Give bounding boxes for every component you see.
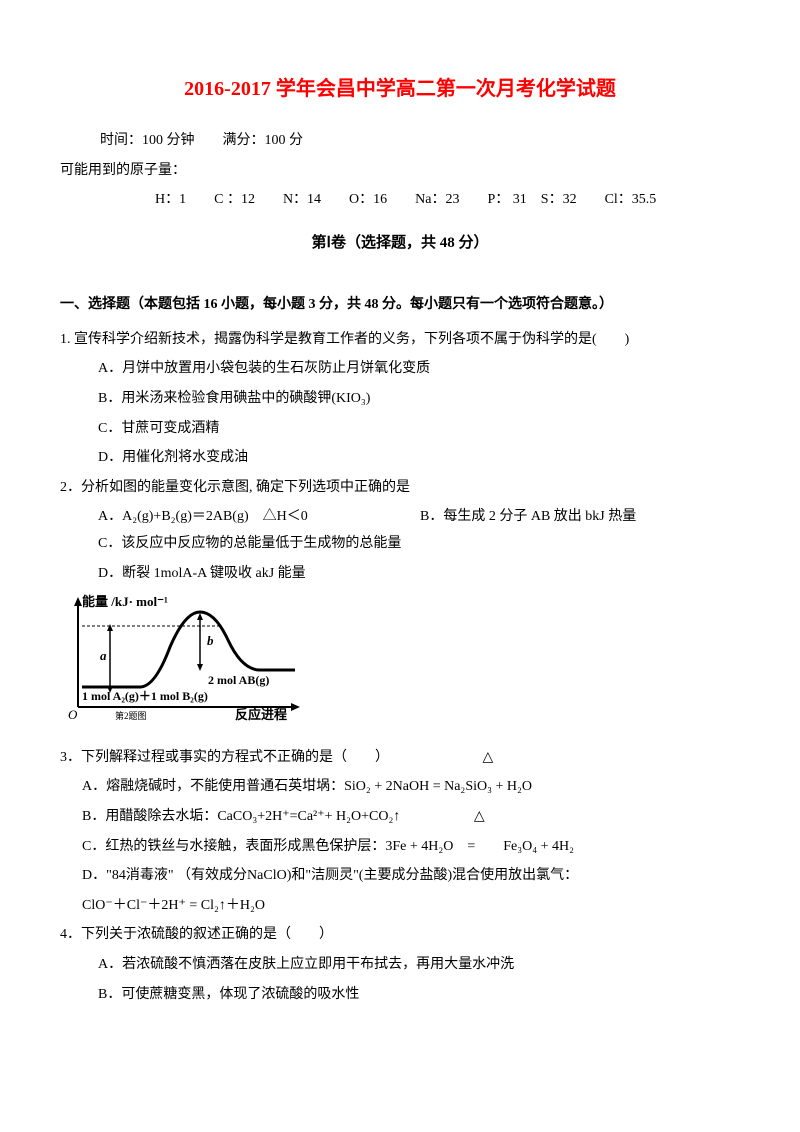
q2-option-d: D．断裂 1molA-A 键吸收 akJ 能量 — [60, 561, 740, 588]
q3-b-text: B．用醋酸除去水垢：CaCO₃+2H⁺=Ca²⁺+ H₂O+CO₂↑ — [82, 809, 400, 824]
x-axis-label: 反应进程 — [235, 707, 287, 722]
energy-diagram-svg: 能量 /kJ· mol⁻¹ a b 2 mol AB(g) 1 mol A₂(g… — [60, 592, 320, 722]
q4-option-a: A．若浓硫酸不慎洒落在皮肤上应立即用干布拭去，再用大量水冲洗 — [60, 952, 740, 979]
section-header: 第Ⅰ卷（选择题，共 48 分） — [60, 229, 740, 258]
atomic-intro: 可能用到的原子量： — [60, 158, 740, 185]
time-label: 时间：100 分钟 — [100, 133, 195, 148]
origin-label: O — [68, 707, 78, 722]
q2-stem: 2．分析如图的能量变化示意图, 确定下列选项中正确的是 — [60, 475, 740, 502]
q1-option-c: C．甘蔗可变成酒精 — [60, 416, 740, 443]
score-label: 满分：100 分 — [223, 133, 304, 148]
product-label: 2 mol AB(g) — [208, 673, 269, 687]
a-label: a — [100, 648, 107, 663]
q3-stem-text: 3．下列解释过程或事实的方程式不正确的是（ ） — [60, 750, 389, 765]
q3-option-b: B．用醋酸除去水垢：CaCO₃+2H⁺=Ca²⁺+ H₂O+CO₂↑ △ — [60, 804, 740, 831]
q1-stem: 1. 宣传科学介绍新技术，揭露伪科学是教育工作者的义务，下列各项不属于伪科学的是… — [60, 327, 740, 354]
q2-option-b: B．每生成 2 分子 AB 放出 bkJ 热量 — [420, 504, 740, 531]
q3-option-a: A．熔融烧碱时，不能使用普通石英坩埚：SiO₂ + 2NaOH = Na₂SiO… — [60, 774, 740, 801]
q4-stem: 4．下列关于浓硫酸的叙述正确的是（ ） — [60, 922, 740, 949]
energy-diagram: 能量 /kJ· mol⁻¹ a b 2 mol AB(g) 1 mol A₂(g… — [60, 592, 740, 733]
q2-option-c: C．该反应中反应物的总能量低于生成物的总能量 — [60, 531, 740, 558]
question-1: 1. 宣传科学介绍新技术，揭露伪科学是教育工作者的义务，下列各项不属于伪科学的是… — [60, 327, 740, 472]
atomic-values: H：1 C ：12 N：14 O：16 Na：23 P： 31 S：32 Cl：… — [60, 187, 740, 214]
exam-meta: 时间：100 分钟 满分：100 分 — [60, 128, 740, 155]
b-label: b — [207, 633, 214, 648]
q1-option-b: B．用米汤来检验食用碘盐中的碘酸钾(KIO₃) — [60, 386, 740, 413]
q4-option-b: B．可使蔗糖变黑，体现了浓硫酸的吸水性 — [60, 982, 740, 1009]
question-type-header: 一、选择题（本题包括 16 小题，每小题 3 分，共 48 分。每小题只有一个选… — [60, 292, 740, 319]
q1-option-a: A．月饼中放置用小袋包装的生石灰防止月饼氧化变质 — [60, 356, 740, 383]
exam-title: 2016-2017 学年会昌中学高二第一次月考化学试题 — [60, 70, 740, 108]
question-2: 2．分析如图的能量变化示意图, 确定下列选项中正确的是 A．A₂(g)+B₂(g… — [60, 475, 740, 587]
q3-option-d-line1: D．"84消毒液" （有效成分NaClO)和"洁厕灵"(主要成分盐酸)混合使用放… — [60, 863, 740, 890]
q1-option-d: D．用催化剂将水变成油 — [60, 445, 740, 472]
y-axis-label: 能量 /kJ· mol⁻¹ — [82, 594, 168, 609]
triangle-symbol: △ — [474, 804, 485, 831]
diagram-caption: 第2题图 — [115, 710, 147, 721]
q3-stem: 3．下列解释过程或事实的方程式不正确的是（ ） △ — [60, 745, 740, 772]
question-3: 3．下列解释过程或事实的方程式不正确的是（ ） △ A．熔融烧碱时，不能使用普通… — [60, 745, 740, 920]
q3-option-d-line2: ClO⁻＋Cl⁻＋2H⁺ = Cl₂↑＋H₂O — [60, 893, 740, 920]
q2-option-a: A．A₂(g)+B₂(g)＝2AB(g) △H＜0 — [60, 504, 420, 531]
q3-option-c: C．红热的铁丝与水接触，表面形成黑色保护层：3Fe + 4H₂O = Fe₃O₄… — [60, 834, 740, 861]
question-4: 4．下列关于浓硫酸的叙述正确的是（ ） A．若浓硫酸不慎洒落在皮肤上应立即用干布… — [60, 922, 740, 1008]
reactant-label: 1 mol A₂(g)＋1 mol B₂(g) — [82, 689, 208, 703]
triangle-symbol: △ — [483, 745, 494, 772]
